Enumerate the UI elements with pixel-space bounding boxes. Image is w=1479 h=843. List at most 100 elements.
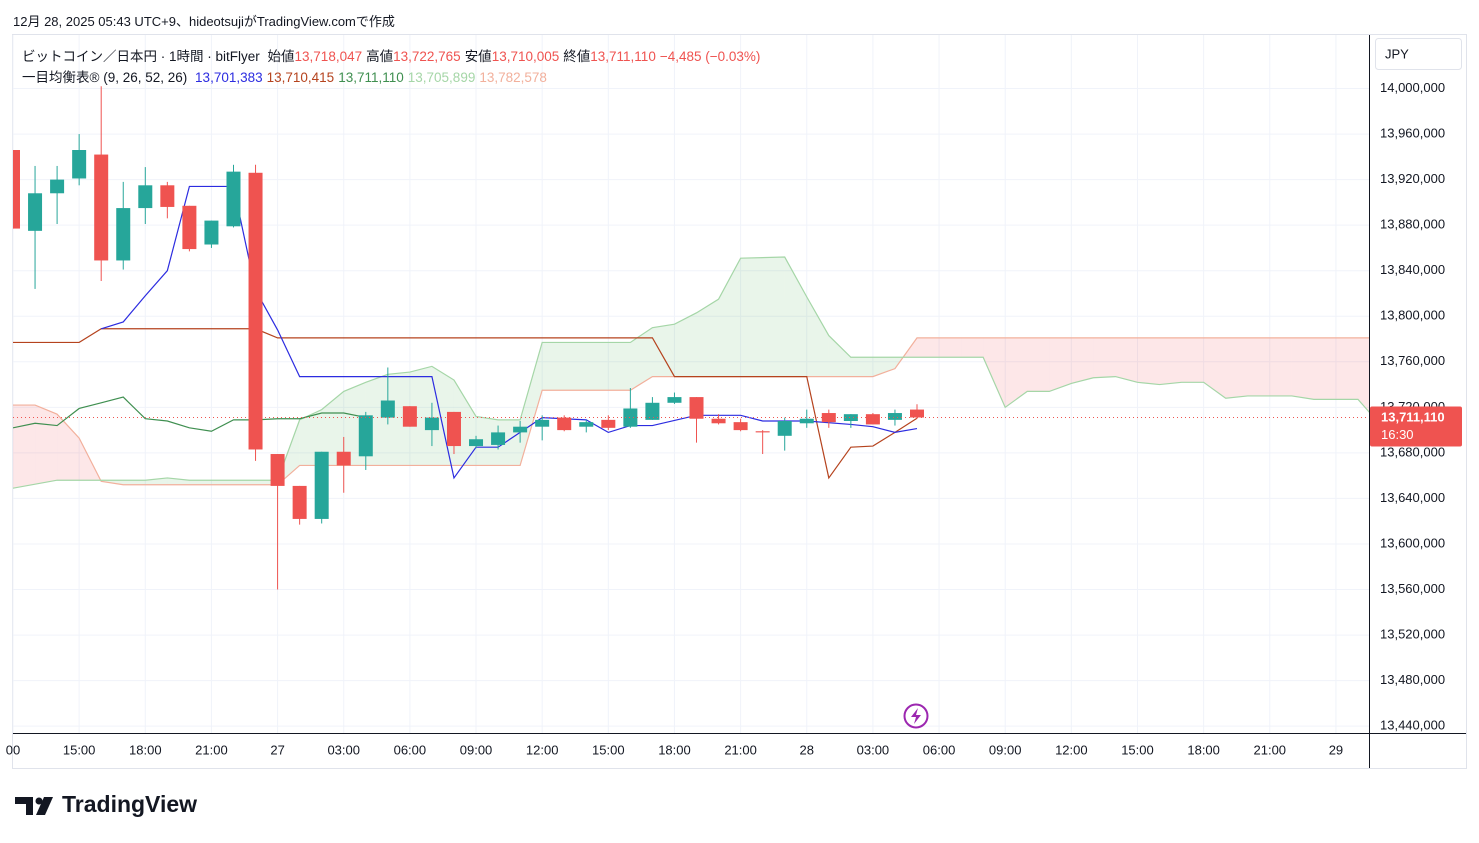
- cloud-fill: [233, 480, 256, 485]
- cloud-fill: [13, 405, 36, 489]
- candle-body: [689, 397, 704, 419]
- candle-body: [491, 432, 506, 445]
- plot-area: [13, 86, 1369, 590]
- ohlc-value: 13,718,047: [294, 49, 363, 64]
- y-tick-label: 13,600,000: [1380, 535, 1445, 550]
- candle-body: [270, 454, 285, 486]
- x-tick-label: 00: [6, 742, 20, 757]
- y-tick-label: 13,800,000: [1380, 308, 1445, 323]
- x-tick-label: 03:00: [857, 742, 890, 757]
- x-tick-label: 06:00: [394, 742, 427, 757]
- indicator-line: [13, 256, 1369, 489]
- candle-body: [513, 426, 528, 433]
- cloud-fill: [145, 477, 168, 485]
- currency-label[interactable]: JPY: [1385, 46, 1409, 61]
- candle-body: [623, 408, 638, 427]
- candle-body: [50, 179, 65, 194]
- currency-box[interactable]: [1375, 38, 1462, 70]
- cloud-fill: [674, 312, 697, 377]
- cloud-fill: [1291, 337, 1314, 400]
- candle-body: [446, 411, 461, 447]
- cloud-fill: [409, 366, 432, 466]
- cloud-fill: [983, 337, 1006, 408]
- cloud-fill: [189, 480, 212, 485]
- cloud-fill: [784, 257, 807, 377]
- candle-body: [865, 414, 880, 425]
- x-tick-label: 15:00: [592, 742, 625, 757]
- x-tick-label: 18:00: [1187, 742, 1220, 757]
- indicator-value: 13,705,899: [407, 70, 476, 85]
- cloud-fill: [1071, 337, 1094, 384]
- cloud-fill: [1335, 337, 1358, 400]
- x-tick-label: 21:00: [195, 742, 228, 757]
- cloud-fill: [1269, 337, 1292, 396]
- cloud-fill: [652, 324, 675, 377]
- y-tick-label: 13,760,000: [1380, 353, 1445, 368]
- candle-body: [292, 485, 307, 519]
- y-tick-label: 13,520,000: [1380, 627, 1445, 642]
- cloud-fill: [1181, 337, 1204, 383]
- candle-body: [28, 193, 43, 231]
- candle-body: [13, 150, 20, 229]
- candle-body: [887, 413, 902, 420]
- ohlc-name: 安値: [464, 49, 492, 64]
- ohlc-name: 終値: [563, 49, 591, 64]
- x-tick-label: 03:00: [327, 742, 360, 757]
- candle-body: [94, 154, 109, 261]
- symbol: ビットコイン／日本円 · 1時間 · bitFlyer: [22, 49, 260, 64]
- cloud-fill: [57, 414, 80, 481]
- candle-body: [711, 418, 726, 424]
- cloud-fill: [123, 480, 146, 485]
- y-tick-label: 13,440,000: [1380, 718, 1445, 733]
- y-tick-label: 14,000,000: [1380, 80, 1445, 95]
- legend-main: ビットコイン／日本円 · 1時間 · bitFlyer 始値13,718,047…: [22, 45, 764, 65]
- candle-body: [601, 419, 616, 428]
- alert-icon[interactable]: [903, 703, 929, 729]
- x-tick-label: 27: [270, 742, 284, 757]
- candle-body: [843, 414, 858, 422]
- cloud-fill: [299, 409, 322, 466]
- candle-body: [182, 205, 197, 250]
- y-tick-label: 13,640,000: [1380, 490, 1445, 505]
- cloud-fill: [939, 337, 962, 358]
- cloud-fill: [1005, 337, 1028, 408]
- x-tick-label: 12:00: [526, 742, 559, 757]
- cloud-fill: [1137, 337, 1160, 385]
- y-tick-label: 13,680,000: [1380, 444, 1445, 459]
- x-tick-label: 18:00: [658, 742, 691, 757]
- candle-body: [402, 406, 417, 427]
- indicator-value: 13,782,578: [479, 70, 547, 85]
- candle-body: [380, 400, 395, 418]
- cloud-fill: [1049, 337, 1072, 392]
- y-tick-label: 13,880,000: [1380, 217, 1445, 232]
- logo-icon: [15, 797, 53, 815]
- x-tick-label: 15:00: [63, 742, 96, 757]
- candle-body: [160, 185, 175, 207]
- candle-body: [733, 422, 748, 431]
- cloud-fill: [1247, 337, 1270, 396]
- x-tick-label: 28: [800, 742, 814, 757]
- cloud-fill: [1357, 337, 1369, 412]
- candle-body: [116, 208, 131, 261]
- x-tick-label: 29: [1329, 742, 1343, 757]
- candle-body: [777, 421, 792, 436]
- candle-body: [667, 397, 682, 403]
- cloud-fill: [1027, 337, 1050, 392]
- candle-body: [469, 439, 484, 447]
- cloud-fill: [696, 299, 719, 377]
- candle-body: [336, 451, 351, 466]
- cloud-fill: [718, 258, 741, 377]
- candle-body: [358, 415, 373, 457]
- cloud-fill: [917, 337, 940, 358]
- candle-body: [226, 171, 241, 227]
- candle-body: [72, 150, 87, 179]
- x-tick-label: 18:00: [129, 742, 162, 757]
- cloud-fill: [35, 405, 58, 485]
- change: −4,485 (−0.03%): [659, 49, 761, 64]
- price-label: 13,711,110: [1381, 409, 1445, 424]
- cloud-fill: [1203, 337, 1226, 399]
- candle-body: [248, 172, 263, 450]
- candle-body: [579, 422, 594, 427]
- candle-body: [821, 413, 836, 423]
